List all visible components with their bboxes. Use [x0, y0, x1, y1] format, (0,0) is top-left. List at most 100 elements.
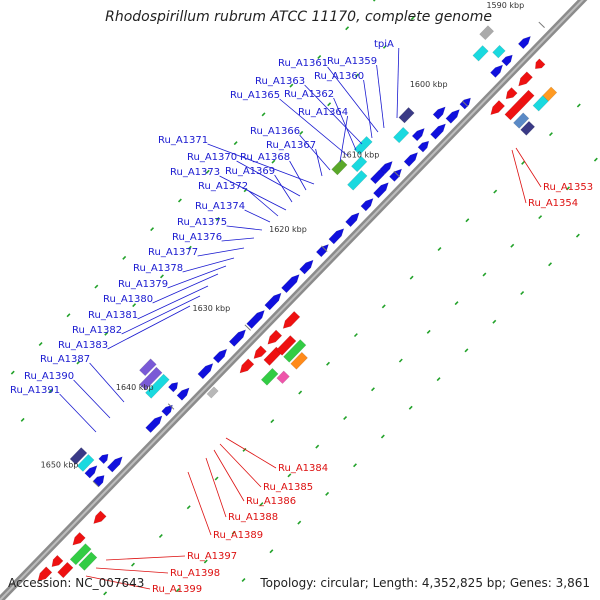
- guide-dot: [408, 405, 413, 410]
- highlighted-gene: [260, 367, 279, 386]
- tick-mark: [92, 480, 100, 488]
- forward-gene-shape: [84, 465, 98, 479]
- reverse-gene-label: Ru_A1385: [263, 482, 313, 493]
- reverse-gene: [534, 58, 546, 70]
- highlighted-gene-shape: [139, 358, 157, 377]
- forward-gene-label: Ru_A1381: [88, 310, 138, 321]
- highlighted-gene: [513, 112, 530, 129]
- guide-dot: [241, 578, 246, 582]
- highlighted-gene: [283, 339, 307, 363]
- highlighted-gene: [542, 86, 558, 102]
- guide-dot: [409, 275, 414, 280]
- highlighted-gene-shape: [492, 44, 506, 59]
- forward-gene: [417, 140, 430, 153]
- misc-feature-shape: [479, 25, 495, 41]
- reverse-gene-shape: [518, 71, 533, 87]
- reverse-gene-shape: [239, 358, 255, 374]
- highlighted-gene: [532, 95, 549, 112]
- guide-dot: [122, 255, 127, 260]
- map-title: Rhodospirillum rubrum ATCC 11170, comple…: [105, 9, 492, 25]
- leader-line: [515, 147, 542, 188]
- leader-line: [315, 148, 323, 177]
- leader-line: [289, 160, 307, 191]
- guide-dot: [426, 329, 431, 334]
- forward-gene-shape: [106, 456, 123, 473]
- highlighted-gene: [398, 107, 415, 124]
- guide-dot: [593, 157, 598, 162]
- forward-gene-label: Ru_A1366: [250, 126, 300, 137]
- guide-dot: [175, 588, 180, 593]
- tick-mark: [244, 324, 251, 331]
- forward-gene: [517, 35, 531, 50]
- forward-gene-shape: [197, 363, 214, 380]
- guide-dot: [177, 198, 182, 203]
- reverse-gene-shape: [518, 89, 535, 107]
- reverse-gene-shape: [51, 554, 64, 568]
- forward-gene: [432, 106, 446, 120]
- reverse-gene: [239, 358, 255, 374]
- misc-feature: [479, 25, 495, 41]
- highlighted-gene: [69, 447, 88, 465]
- forward-gene: [490, 64, 504, 78]
- highlighted-gene: [520, 120, 536, 136]
- reverse-gene-shape: [57, 561, 74, 579]
- reverse-gene: [72, 531, 86, 546]
- leader-line: [105, 555, 186, 561]
- guide-dot: [242, 447, 247, 452]
- leader-line: [219, 443, 262, 488]
- guide-dot: [94, 284, 99, 289]
- forward-gene: [212, 348, 228, 364]
- forward-gene-label: Ru_A1375: [177, 217, 227, 228]
- forward-gene-shape: [432, 106, 446, 120]
- highlighted-gene: [139, 366, 163, 391]
- forward-gene: [389, 168, 403, 182]
- reverse-gene-label: Ru_A1386: [246, 496, 296, 507]
- leader-line: [304, 84, 363, 145]
- forward-gene-shape: [212, 348, 228, 364]
- guide-dot: [214, 476, 219, 481]
- highlighted-gene-shape: [290, 351, 308, 370]
- forward-gene-label: Ru_A1379: [118, 279, 168, 290]
- forward-gene-shape: [299, 259, 314, 275]
- leader-line: [376, 64, 385, 129]
- leader-line: [107, 305, 191, 350]
- forward-gene-shape: [281, 274, 300, 294]
- forward-gene-shape: [403, 152, 419, 167]
- guide-dot: [355, 73, 359, 78]
- guide-dot: [410, 16, 415, 21]
- forward-gene: [281, 274, 300, 294]
- guide-dot: [493, 189, 498, 194]
- highlighted-gene-shape: [351, 155, 368, 173]
- reverse-gene: [282, 311, 301, 329]
- misc-feature: [206, 386, 219, 399]
- tick-label: 1600 kbp: [410, 80, 448, 89]
- reverse-gene-shape: [504, 99, 525, 121]
- forward-gene-shape: [445, 109, 460, 124]
- forward-gene-label: Ru_A1378: [133, 263, 183, 274]
- highlighted-gene-shape: [260, 367, 279, 386]
- forward-gene-label: Ru_A1371: [158, 135, 208, 146]
- highlighted-gene-shape: [532, 95, 549, 112]
- reverse-gene: [518, 71, 533, 87]
- reverse-gene: [505, 87, 518, 100]
- guide-dot: [538, 215, 543, 220]
- reverse-gene-label: Ru_A1389: [213, 530, 263, 541]
- reverse-gene-shape: [282, 311, 301, 329]
- forward-gene: [501, 54, 513, 67]
- tick-label: 1610 kbp: [342, 150, 380, 159]
- forward-gene-shape: [501, 54, 513, 67]
- forward-gene-shape: [315, 243, 329, 258]
- tick-label: 1620 kbp: [269, 225, 307, 234]
- guide-dot: [203, 559, 208, 564]
- forward-gene-label: Ru_A1361: [278, 58, 328, 69]
- guide-dot: [259, 502, 264, 507]
- reverse-gene: [490, 100, 506, 116]
- forward-gene: [379, 161, 393, 175]
- highlighted-gene-shape: [276, 370, 290, 385]
- forward-gene-shape: [345, 212, 360, 228]
- forward-gene: [430, 123, 446, 140]
- guide-dot: [187, 245, 192, 250]
- forward-gene: [84, 465, 98, 479]
